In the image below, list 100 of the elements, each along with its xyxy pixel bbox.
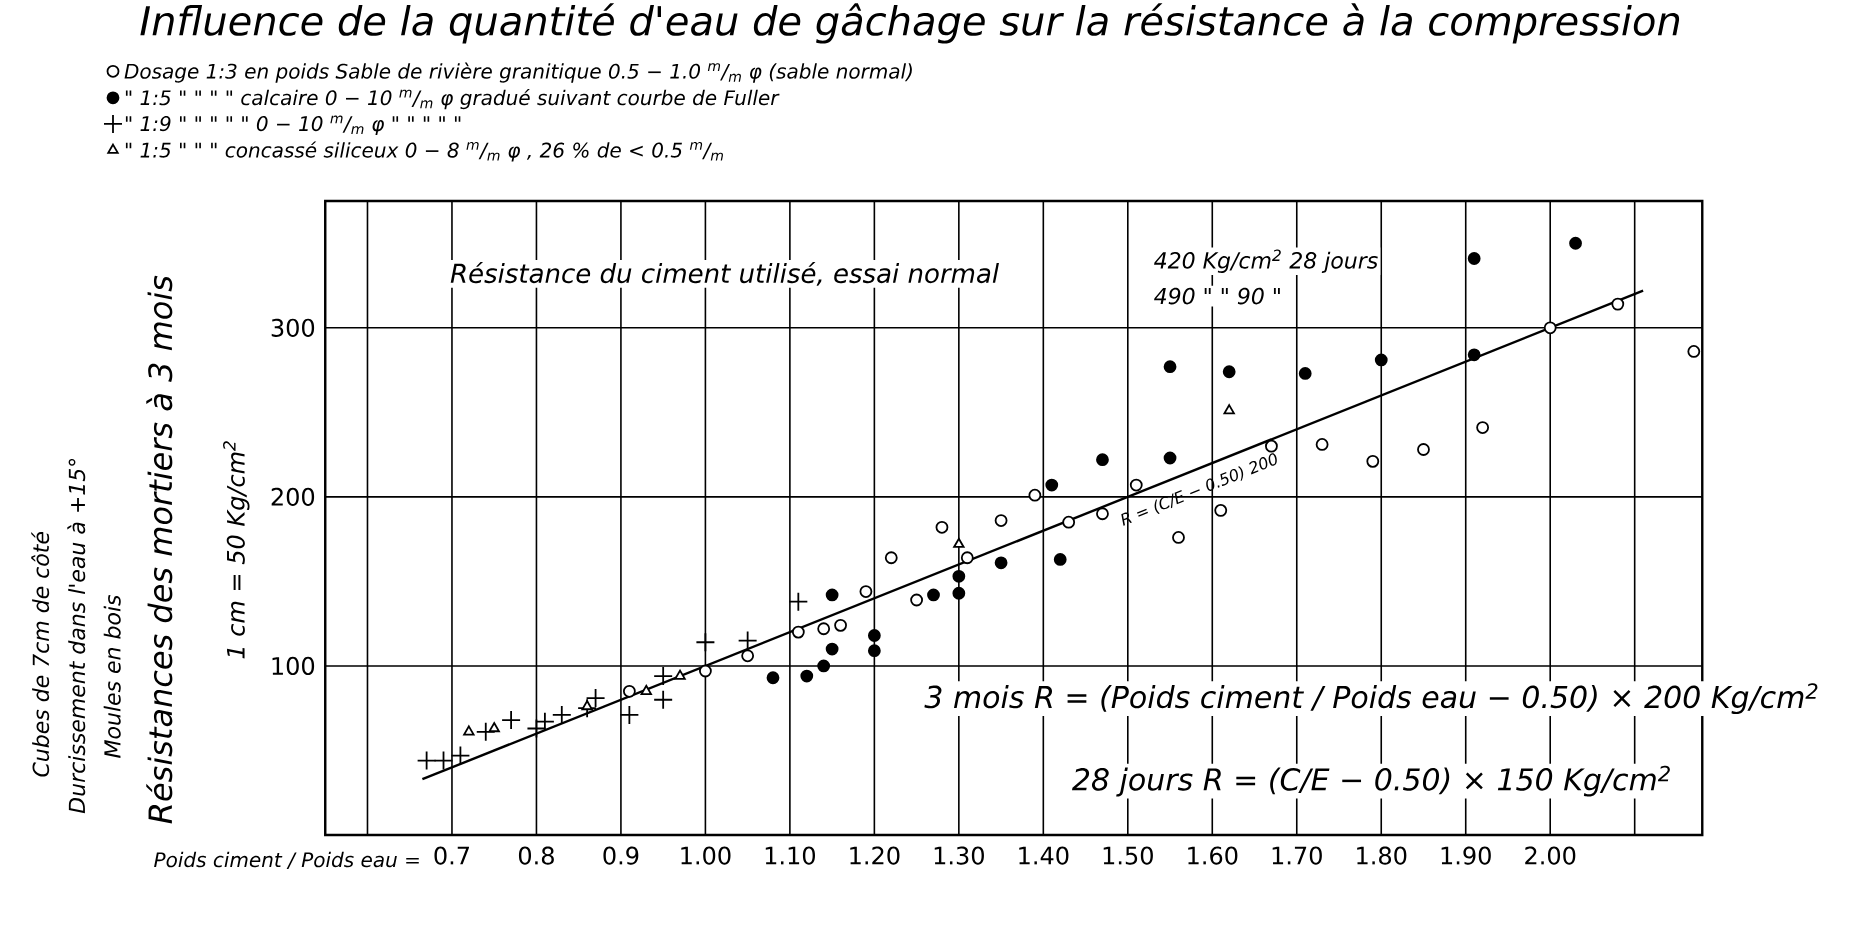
point xyxy=(927,588,940,602)
point xyxy=(1053,553,1067,566)
point xyxy=(766,671,780,685)
point xyxy=(1298,367,1312,381)
annotation: Résistance du ciment utilisé, essai normal xyxy=(450,262,999,286)
x-tick-label: 1.70 xyxy=(1272,846,1322,865)
point xyxy=(791,625,805,639)
point xyxy=(1611,297,1625,311)
legend-label: " 1:9 " " " " " 0 − 10 $^{m}$/$_{m}$ φ " " " " " xyxy=(125,115,461,136)
x-tick-label: 1.80 xyxy=(1357,846,1407,865)
x-tick-label: 1.30 xyxy=(934,846,984,865)
point xyxy=(1028,488,1042,502)
x-tick-label: 1.20 xyxy=(850,846,900,865)
annotation: 28 jours R = (C/E − 0.50) × 150 Kg/cm$^{2}$ xyxy=(1071,765,1670,797)
point xyxy=(952,587,966,600)
legend-label: Dosage 1:3 en poids Sable de rivière granitique 0.5 − 1.0 $^{m}$/$_{m}$ φ (sable normal) xyxy=(124,62,912,83)
point xyxy=(695,632,716,653)
point xyxy=(1214,504,1228,517)
point xyxy=(1129,478,1143,492)
point xyxy=(741,649,755,663)
point xyxy=(640,685,652,696)
point xyxy=(1476,421,1490,435)
x-tick-label: 1.00 xyxy=(681,846,731,865)
point xyxy=(825,588,839,602)
point xyxy=(867,629,881,643)
text: Moules en bois xyxy=(103,595,121,759)
point xyxy=(1222,365,1236,379)
point xyxy=(884,551,898,565)
point xyxy=(817,622,831,636)
point xyxy=(1374,353,1388,367)
point xyxy=(1265,439,1278,453)
point xyxy=(994,556,1008,570)
point xyxy=(585,688,606,709)
point xyxy=(859,585,873,599)
x-tick-label: 0.7 xyxy=(434,846,469,865)
point xyxy=(800,669,814,683)
point xyxy=(825,642,839,656)
point xyxy=(952,570,966,583)
x-tick-label: 0.8 xyxy=(518,846,554,865)
point xyxy=(1163,451,1177,465)
point xyxy=(416,750,437,771)
point xyxy=(1045,478,1059,492)
legend-label: " 1:5 " " " concassé siliceux 0 − 8 $^{m}$/$_{m}$ φ , 26 % de < 0.5 $^{m}$/$_{m}$ xyxy=(125,141,723,162)
x-tick-label: 1.10 xyxy=(765,846,815,865)
point xyxy=(526,718,547,739)
x-tick-label: 1.50 xyxy=(1103,846,1153,865)
point xyxy=(699,664,712,678)
point xyxy=(1062,516,1076,529)
point xyxy=(1467,252,1481,266)
point xyxy=(960,551,974,565)
text: 1 cm = 50 Kg/cm$^{2}$ xyxy=(223,441,250,659)
point xyxy=(488,722,500,733)
point xyxy=(1467,348,1481,362)
y-tick-label: 200 xyxy=(271,487,315,507)
point xyxy=(581,700,593,711)
annotation: 420 Kg/cm$^{2}$ 28 jours xyxy=(1154,249,1378,274)
point xyxy=(1543,321,1557,335)
point xyxy=(433,750,454,771)
point xyxy=(674,669,686,680)
point xyxy=(1096,507,1109,521)
point xyxy=(1687,345,1701,359)
point xyxy=(475,722,496,742)
point xyxy=(1417,443,1430,457)
point xyxy=(1569,237,1582,250)
x-tick-label: 0.9 xyxy=(603,846,639,865)
point xyxy=(1315,438,1329,452)
point xyxy=(463,725,475,736)
point xyxy=(653,690,674,710)
point xyxy=(653,666,674,687)
point xyxy=(834,619,847,632)
x-tick-label: 1.40 xyxy=(1019,846,1069,865)
point xyxy=(737,630,758,651)
point xyxy=(935,521,949,534)
point xyxy=(867,644,881,658)
legend-label: " 1:5 " " " " calcaire 0 − 10 $^{m}$/$_{m}$ φ gradué suivant courbe de Fuller xyxy=(125,89,780,110)
point xyxy=(953,537,965,549)
point xyxy=(619,705,640,726)
point xyxy=(1223,404,1235,415)
point xyxy=(450,745,471,766)
point xyxy=(1366,455,1380,468)
y-axis-title: Résistances des mortiers à 3 mois xyxy=(146,275,173,824)
annotation: 3 mois R = (Poids ciment / Poids eau − 0.50) × 200 Kg/cm$^{2}$ xyxy=(924,683,1818,715)
annotation: 490 " " 90 " xyxy=(1154,287,1280,305)
point xyxy=(817,659,831,673)
text: Durcissement dans l'eau à +15° xyxy=(67,459,86,814)
point xyxy=(534,711,555,732)
x-axis-title: Poids ciment / Poids eau = xyxy=(154,852,419,870)
point xyxy=(788,591,809,612)
y-tick-label: 300 xyxy=(271,318,315,338)
y-tick-label: 100 xyxy=(272,657,315,676)
chart-title: Influence de la quantité d'eau de gâchage sur la résistance à la compression xyxy=(140,3,1680,44)
x-tick-label: 2.00 xyxy=(1525,846,1576,865)
point xyxy=(1172,531,1185,545)
x-tick-label: 1.60 xyxy=(1188,846,1238,865)
point xyxy=(1096,453,1109,467)
x-tick-label: 1.90 xyxy=(1441,846,1491,865)
point xyxy=(994,514,1008,528)
point xyxy=(910,593,923,607)
text: Cubes de 7cm de côté xyxy=(31,532,50,777)
point xyxy=(622,685,636,698)
